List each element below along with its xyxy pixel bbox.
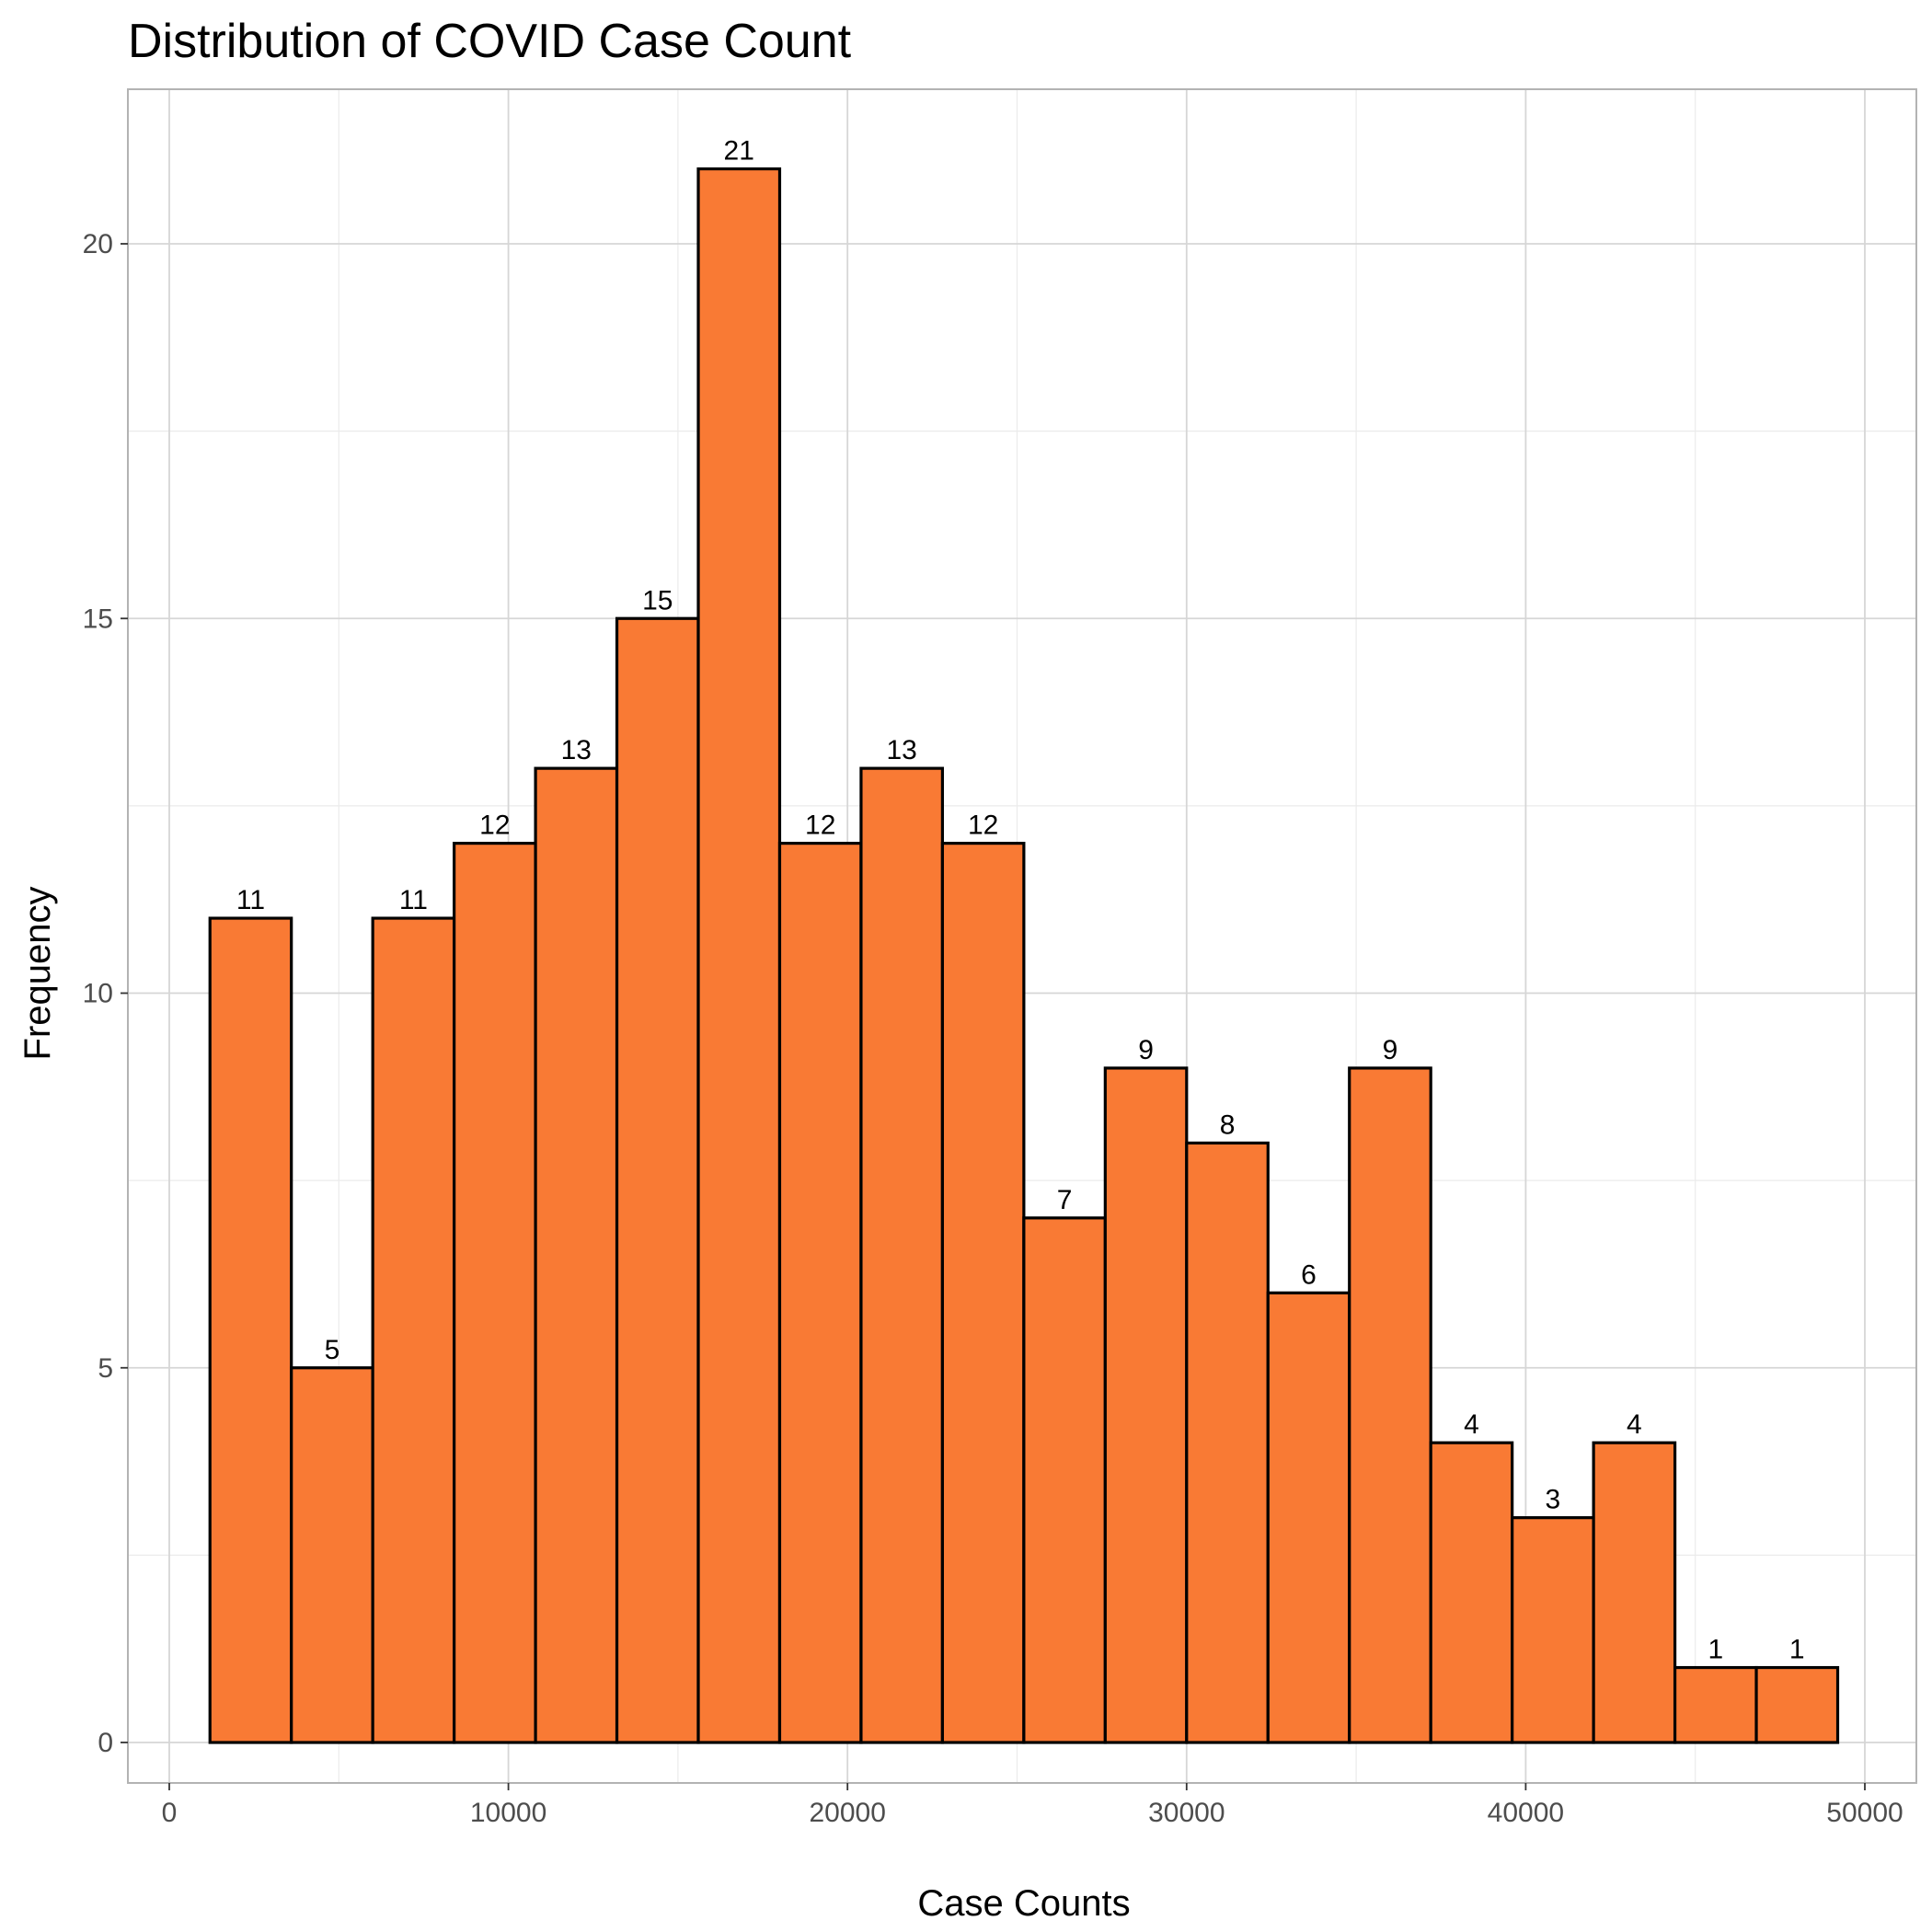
bar-value-label: 6 <box>1301 1259 1317 1290</box>
x-axis-ticks: 0 10000 20000 30000 40000 50000 <box>162 1783 1903 1828</box>
bar-value-label: 21 <box>724 136 754 167</box>
histogram-bar <box>1592 1441 1677 1744</box>
histogram-bar <box>777 841 863 1744</box>
x-axis-title: Case Counts <box>917 1883 1130 1924</box>
bar-value-label: 12 <box>805 811 835 841</box>
bar-value-label: 3 <box>1546 1485 1561 1515</box>
histogram-bar <box>453 841 537 1744</box>
bar-value-label: 1 <box>1789 1635 1805 1665</box>
histogram-bar <box>1511 1516 1595 1744</box>
histogram-bar <box>696 167 782 1744</box>
bar-value-label: 1 <box>1708 1635 1723 1665</box>
histogram-bar <box>1022 1216 1107 1744</box>
y-tick-label: 10 <box>83 979 113 1009</box>
histogram-bar <box>1673 1665 1758 1744</box>
bar-value-label: 12 <box>479 811 510 841</box>
bar-value-label: 13 <box>886 735 916 765</box>
y-axis-ticks: 0 5 10 15 20 <box>83 229 128 1758</box>
panel-border <box>127 88 1917 1784</box>
x-tick-label: 30000 <box>1148 1798 1225 1828</box>
bar-value-label: 9 <box>1383 1035 1398 1065</box>
chart-title: Distribution of COVID Case Count <box>128 15 852 68</box>
histogram-bar <box>1429 1441 1514 1744</box>
histogram-bars <box>208 167 1840 1744</box>
bar-value-label: 15 <box>642 585 673 615</box>
x-tick-label: 10000 <box>470 1798 546 1828</box>
bar-value-label: 12 <box>968 811 998 841</box>
y-axis-title: Frequency <box>17 887 58 1061</box>
bar-value-label: 11 <box>236 885 265 915</box>
histogram-bar <box>371 916 456 1744</box>
bar-value-label: 4 <box>1627 1409 1642 1440</box>
histogram-bar <box>208 916 293 1744</box>
histogram-bar <box>1266 1291 1351 1744</box>
histogram-bar <box>615 616 700 1744</box>
bar-value-label: 13 <box>561 735 592 765</box>
histogram-bar <box>859 766 945 1744</box>
bar-value-label: 9 <box>1138 1035 1154 1065</box>
x-tick-label: 40000 <box>1488 1798 1564 1828</box>
histogram-bar <box>1754 1665 1840 1744</box>
x-tick-label: 20000 <box>809 1798 885 1828</box>
y-tick-label: 15 <box>83 604 113 634</box>
bar-value-label: 4 <box>1464 1409 1479 1440</box>
y-tick-label: 5 <box>98 1353 113 1384</box>
histogram-bar <box>534 766 619 1744</box>
histogram-bar <box>1103 1066 1189 1744</box>
bar-value-label: 5 <box>325 1335 340 1365</box>
x-tick-label: 50000 <box>1826 1798 1903 1828</box>
histogram-bar <box>940 841 1026 1744</box>
x-tick-label: 0 <box>162 1798 178 1828</box>
histogram-bar <box>290 1366 374 1744</box>
histogram-bar <box>1185 1141 1270 1744</box>
y-tick-label: 20 <box>83 229 113 259</box>
bar-value-label: 8 <box>1220 1110 1236 1140</box>
y-tick-label: 0 <box>98 1728 113 1758</box>
histogram-bar <box>1348 1066 1432 1744</box>
bar-value-label: 11 <box>399 885 428 915</box>
bar-value-label: 7 <box>1057 1185 1073 1215</box>
